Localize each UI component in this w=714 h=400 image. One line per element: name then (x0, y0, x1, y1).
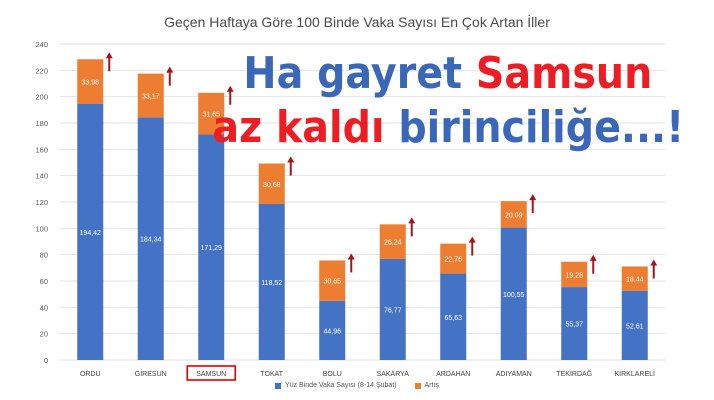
y-tick-label: 160 (35, 145, 48, 154)
data-label-increase: 33,98 (81, 80, 99, 87)
y-tick-label: 140 (35, 172, 48, 181)
data-label-base: 184,34 (140, 237, 162, 244)
data-label-base: 76,77 (384, 307, 402, 314)
headline-line-2: az kaldı birinciliğe...! (212, 106, 684, 150)
bar-base (198, 134, 225, 360)
data-label-increase: 30,68 (263, 182, 281, 189)
x-tick-label: GİRESUN (135, 369, 167, 378)
increase-arrow-head (408, 217, 416, 224)
increase-arrow-head (105, 52, 113, 59)
chart-title: Geçen Haftaya Göre 100 Binde Vaka Sayısı… (164, 14, 550, 30)
bar-increase (561, 261, 588, 288)
increase-arrow-head (226, 85, 234, 92)
bar-base (561, 287, 588, 360)
headline-line-1-blue: Ha gayret (243, 48, 476, 99)
legend-item-base: Yüz Binde Vaka Sayısı (8-14 Şubat) (275, 382, 397, 389)
increase-arrow-head (650, 259, 658, 266)
bar-base (440, 273, 467, 360)
y-tick-label: 60 (40, 277, 48, 286)
increase-arrow-head (589, 254, 597, 261)
data-label-base: 65,63 (444, 315, 462, 322)
data-label-base: 118,52 (261, 280, 282, 287)
legend-item-increase: Artış (414, 382, 439, 389)
increase-arrow-head (529, 194, 537, 201)
data-label-increase: 30,65 (323, 279, 341, 286)
legend-swatch-increase (414, 382, 421, 389)
highlight-box (186, 365, 237, 381)
increase-arrow-head (166, 66, 174, 73)
bar-increase (500, 201, 527, 228)
x-tick-label: ORDU (80, 371, 101, 378)
y-tick-label: 240 (35, 40, 48, 49)
bar-base (500, 227, 527, 360)
y-tick-label: 180 (35, 119, 48, 128)
data-label-increase: 20,09 (505, 212, 523, 219)
headline-line-2-red: az kaldı (212, 102, 399, 153)
legend-label-increase: Artış (424, 382, 439, 389)
data-label-base: 100,55 (503, 292, 525, 299)
headline-line-1-red: Samsun (475, 48, 652, 99)
legend-swatch-base (275, 382, 282, 389)
data-label-increase: 31,65 (202, 112, 220, 119)
bar-increase (77, 59, 104, 105)
data-label-increase: 19,28 (565, 272, 583, 279)
data-label-increase: 33,17 (142, 93, 160, 100)
data-label-base: 171,29 (201, 245, 223, 252)
y-tick-label: 200 (35, 93, 48, 102)
bar-increase (137, 73, 164, 118)
chart-legend: Yüz Binde Vaka Sayısı (8-14 Şubat) Artış (0, 382, 714, 391)
bar-increase (198, 92, 225, 135)
increase-arrow-head (287, 156, 295, 163)
x-tick-label: SAMSUN (196, 371, 226, 378)
y-tick-label: 80 (40, 251, 48, 260)
bar-base (621, 290, 648, 360)
bar-increase (440, 243, 467, 274)
data-label-increase: 26,24 (384, 240, 402, 247)
x-tick-label: TEKİRDAĞ (556, 369, 592, 378)
increase-arrow-head (347, 253, 355, 260)
x-tick-label: ADIYAMAN (496, 371, 532, 378)
bar-increase (319, 260, 346, 301)
y-tick-label: 0 (44, 356, 48, 365)
data-label-base: 52,61 (626, 323, 644, 330)
data-label-increase: 18,44 (626, 277, 644, 284)
bar-increase (379, 224, 406, 259)
y-tick-label: 220 (35, 66, 48, 75)
y-tick-label: 120 (35, 198, 48, 207)
bar-base (258, 203, 285, 360)
bar-increase (621, 266, 648, 291)
x-tick-label: TOKAT (260, 371, 283, 378)
bar-increase (258, 163, 285, 204)
x-tick-label: SAKARYA (377, 371, 410, 378)
bar-base (379, 258, 406, 360)
headline-line-2-blue: birinciliğe...! (398, 102, 684, 153)
bar-base (137, 117, 164, 360)
x-tick-label: ARDAHAN (436, 371, 470, 378)
data-label-base: 194,42 (80, 230, 102, 237)
bar-base (77, 104, 104, 360)
data-label-increase: 22,76 (444, 257, 462, 264)
y-tick-label: 20 (40, 330, 48, 339)
x-tick-label: KIRKLARELİ (615, 369, 656, 378)
headline-line-1: Ha gayret Samsun (243, 52, 652, 96)
data-label-base: 44,96 (323, 328, 341, 335)
increase-arrow-head (468, 236, 476, 243)
y-tick-label: 40 (40, 303, 48, 312)
bar-base (319, 300, 346, 360)
y-tick-label: 100 (35, 224, 48, 233)
data-label-base: 55,37 (565, 322, 583, 329)
x-tick-label: BOLU (323, 371, 342, 378)
legend-label-base: Yüz Binde Vaka Sayısı (8-14 Şubat) (285, 382, 397, 389)
